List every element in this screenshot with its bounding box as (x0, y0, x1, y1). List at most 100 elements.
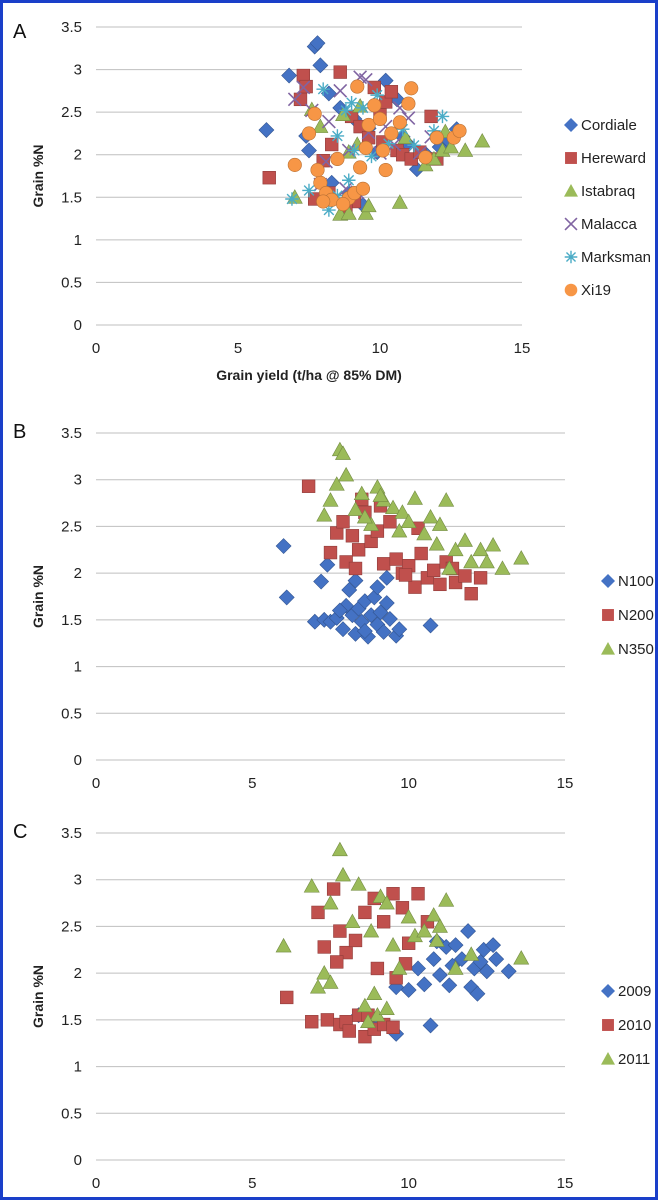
data-point-xi19 (330, 151, 345, 167)
data-point-2011 (344, 913, 361, 929)
data-point-2010 (320, 1013, 335, 1027)
data-point-n350 (431, 516, 448, 531)
data-point-n350 (472, 541, 489, 557)
data-point-xi19 (372, 111, 388, 127)
data-point-n200 (433, 577, 447, 592)
data-point-hereward (384, 85, 399, 99)
data-point-xi19 (418, 150, 433, 165)
data-point-marksman (347, 143, 362, 158)
data-point-2010 (326, 882, 341, 896)
data-point-2011 (316, 965, 333, 980)
data-point-2011 (463, 946, 480, 961)
data-point-2011 (385, 936, 402, 952)
y-tick-label: 2 (74, 147, 82, 164)
y-tick-label: 2 (74, 965, 82, 982)
data-point-2011 (303, 878, 320, 893)
y-tick-label: 2.5 (61, 518, 82, 535)
data-point-n200 (383, 515, 397, 529)
data-point-n350 (422, 508, 439, 524)
data-point-n200 (336, 515, 350, 529)
data-point-n350 (513, 550, 530, 565)
y-tick-label: 3 (74, 62, 82, 79)
data-point-2010 (411, 887, 425, 901)
data-point-n200 (398, 568, 413, 582)
data-point-2010 (342, 1024, 356, 1038)
scatter-chart-b: 0 0.5 1 1.5 2 2.5 3 3.5 0 5 10 15 Grain yield (t/ha … (30, 425, 654, 803)
data-point-n100 (275, 538, 292, 554)
data-point-n100 (319, 556, 336, 573)
data-point-n350 (328, 476, 345, 491)
data-point-n100 (347, 572, 364, 589)
data-point-2011 (350, 876, 367, 891)
data-point-marksman (356, 101, 370, 115)
y-tick-label: 2 (74, 565, 82, 582)
data-point-xi19 (350, 79, 365, 94)
data-point-2011 (360, 1013, 377, 1029)
legend-label-n200: N200 (618, 607, 654, 624)
data-point-2009 (416, 976, 433, 993)
data-point-xi19 (392, 115, 407, 130)
y-tick-label: 1 (74, 232, 82, 249)
data-point-xi19 (452, 123, 467, 138)
legend-label-2010: 2010 (618, 1017, 651, 1034)
legend-label-n100: N100 (618, 573, 654, 590)
data-point-2010 (386, 887, 400, 901)
data-point-marksman (381, 136, 396, 151)
data-point-2010 (330, 955, 344, 969)
y-tick-label: 3.5 (61, 425, 82, 442)
data-point-2011 (334, 866, 352, 882)
y-tick-label: 3 (74, 472, 82, 489)
legend-marker-2010 (602, 1019, 614, 1031)
data-point-2010 (311, 905, 325, 920)
data-point-xi19 (310, 162, 325, 178)
data-point-marksman (344, 96, 359, 110)
data-point-marksman (285, 192, 299, 206)
data-point-n350 (438, 492, 455, 507)
y-axis-title: Grain %N (30, 565, 46, 628)
data-point-n200 (427, 563, 441, 578)
data-point-cordiale (309, 35, 326, 52)
legend-label-malacca: Malacca (581, 216, 638, 233)
data-point-istabraq (360, 197, 377, 213)
data-point-n100 (369, 579, 386, 596)
x-tick-label: 0 (92, 775, 100, 792)
data-point-marksman (364, 149, 379, 164)
data-point-hereward (333, 65, 347, 79)
data-point-xi19 (287, 157, 302, 172)
legend-marker-xi19 (564, 283, 578, 297)
data-point-2011 (372, 888, 389, 903)
data-point-n100 (381, 610, 398, 627)
data-point-n350 (478, 553, 495, 569)
data-point-2011 (438, 892, 455, 907)
y-tick-label: 1.5 (61, 189, 82, 206)
legend-marker-2011 (601, 1052, 615, 1065)
x-tick-label: 5 (248, 1175, 256, 1192)
data-point-2009 (488, 951, 505, 968)
data-point-marksman (370, 88, 384, 102)
data-point-marksman (302, 183, 316, 198)
data-point-hereward (424, 109, 438, 124)
y-tick-label: 3.5 (61, 825, 82, 842)
data-point-hereward (325, 137, 339, 152)
data-point-n100 (378, 569, 395, 586)
data-point-n350 (353, 485, 370, 501)
legend-marker-malacca (564, 217, 578, 231)
data-point-2009 (410, 960, 426, 977)
panel-b: B 0 0.5 1 1.5 2 2.5 3 3.5 0 5 10 15 Grain yield (t/h… (3, 403, 658, 803)
y-axis-title: Grain %N (30, 965, 46, 1028)
data-point-2011 (425, 907, 442, 922)
data-point-hereward (299, 79, 313, 94)
data-point-n350 (385, 499, 402, 515)
data-point-2011 (322, 894, 339, 910)
data-point-malacca (296, 80, 311, 95)
y-tick-label: 0.5 (61, 1105, 82, 1122)
data-point-2011 (322, 974, 339, 989)
x-tick-label: 5 (234, 340, 242, 357)
data-point-istabraq (457, 142, 474, 157)
legend-marker-2009 (601, 984, 615, 998)
data-point-cordiale (301, 142, 317, 159)
y-tick-label: 0 (74, 752, 82, 769)
data-point-hereward (293, 92, 308, 107)
